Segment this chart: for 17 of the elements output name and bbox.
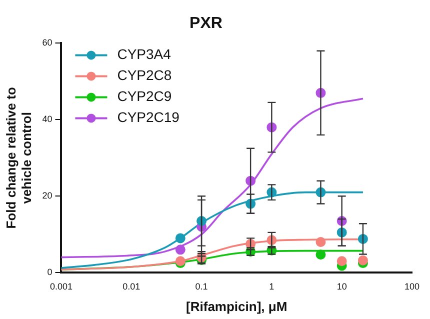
legend-label: CYP2C8: [117, 67, 172, 84]
legend-label: CYP2C19: [117, 109, 180, 126]
x-tick-label: 0.001: [50, 281, 72, 292]
x-tick-label: 1: [269, 281, 274, 292]
legend-label: CYP3A4: [117, 46, 172, 62]
y-tick-label: 20: [42, 190, 52, 201]
y-tick-label: 0: [47, 267, 52, 278]
y-tick-label: 60: [42, 38, 52, 48]
x-tick-label: 0.01: [122, 281, 140, 292]
legend-label: CYP2C9: [117, 88, 172, 104]
chart-title: PXR: [190, 15, 223, 32]
x-axis-title: [Rifampicin], μM: [186, 298, 288, 314]
y-axis-title: Fold change relative to vehicle control: [3, 87, 34, 229]
y-tick-label: 40: [42, 114, 52, 124]
x-tick-label: 10: [336, 281, 347, 292]
x-tick-label: 0.1: [195, 281, 208, 292]
x-tick-label: 100: [404, 281, 420, 292]
